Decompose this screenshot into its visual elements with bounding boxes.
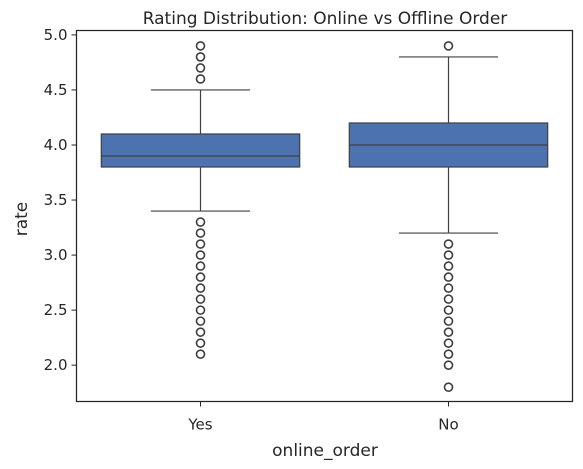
outlier-point xyxy=(443,272,454,282)
outlier-point xyxy=(443,250,454,260)
outlier-point xyxy=(443,360,454,370)
outlier-point xyxy=(195,272,206,282)
outlier-point xyxy=(195,283,206,293)
plot-area: 2.0 2.5 3.0 3.5 4.0 4.5 5.0 Yes No xyxy=(44,26,549,434)
outlier-point xyxy=(443,283,454,293)
outlier-point xyxy=(443,261,454,271)
y-tick-label: 5.0 xyxy=(44,26,68,44)
y-tick-label: 4.0 xyxy=(44,136,68,154)
outlier-point xyxy=(195,228,206,238)
outlier-point xyxy=(443,316,454,326)
outlier-point xyxy=(195,338,206,348)
outlier-point xyxy=(443,382,454,392)
outlier-point xyxy=(195,261,206,271)
y-tick-label: 2.5 xyxy=(44,301,68,319)
outlier-point xyxy=(443,41,454,51)
box-yes xyxy=(100,133,301,168)
outlier-point xyxy=(195,63,206,73)
plot-frame xyxy=(75,29,574,403)
outlier-point xyxy=(195,74,206,84)
outlier-point xyxy=(195,41,206,51)
outlier-point xyxy=(443,327,454,337)
y-tick-label: 3.0 xyxy=(44,246,68,264)
x-axis-label: online_order xyxy=(272,441,378,461)
outlier-point xyxy=(195,52,206,62)
y-tick-label: 2.0 xyxy=(44,356,68,374)
outlier-point xyxy=(195,294,206,304)
outlier-point xyxy=(195,305,206,315)
outlier-point xyxy=(195,217,206,227)
outlier-point xyxy=(443,294,454,304)
outlier-point xyxy=(195,239,206,249)
outlier-point xyxy=(195,316,206,326)
y-tick-label: 4.5 xyxy=(44,81,68,99)
x-tick-label: No xyxy=(438,416,458,434)
outlier-point xyxy=(443,305,454,315)
outlier-point xyxy=(443,338,454,348)
outlier-point xyxy=(195,250,206,260)
x-tick-label: Yes xyxy=(187,416,212,434)
outlier-point xyxy=(195,327,206,337)
y-axis-label: rate xyxy=(12,202,32,237)
outlier-point xyxy=(443,239,454,249)
outlier-point xyxy=(195,349,206,359)
chart-title: Rating Distribution: Online vs Offline O… xyxy=(143,9,508,29)
y-tick-label: 3.5 xyxy=(44,191,68,209)
outlier-point xyxy=(443,349,454,359)
